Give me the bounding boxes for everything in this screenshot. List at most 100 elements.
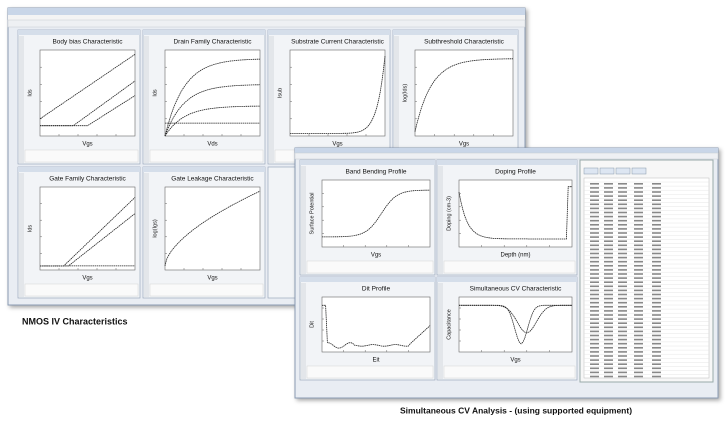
table-cell-text [604,273,613,275]
table-cell-text [590,183,599,185]
table-cell-text [618,195,627,197]
table-cell-text [634,306,643,308]
chart-title: Subthreshold Characteristic [424,39,505,46]
table-cell-text [634,215,643,218]
table-cell-text [604,330,613,333]
table-cell-text [652,318,661,320]
table-cell-text [634,318,643,320]
panel-title-bar [18,30,140,35]
table-cell-text [634,244,643,247]
table-cell-text [652,224,661,226]
table-cell-text [590,232,599,234]
toolbar [294,152,719,160]
plot-area [164,186,261,271]
panel-footer [443,365,576,379]
chart-title: Simultaneous CV Characteristic [470,286,563,293]
table-cell-text [618,363,627,365]
table-cell-text [604,260,613,263]
panel-title-bar [143,167,265,172]
table-cell-text [604,240,613,242]
table-cell-text [590,330,599,333]
table-cell-text [604,256,613,259]
table-cell-text [590,367,599,370]
table-cell-text [652,215,661,218]
panel-sidebar [144,36,149,163]
table-cell-text [604,301,613,304]
chart-panel: Simultaneous CV Characteristic Vgs Capacit… [436,276,578,381]
table-cell-text [652,289,661,292]
table-cell-text [634,330,643,333]
table-cell-text [618,199,627,201]
table-cell-text [590,199,599,201]
table-cell-text [652,195,661,197]
table-cell-text [618,322,627,324]
plot-area [39,186,136,271]
table-cell-text [618,281,627,283]
table-cell-text [618,187,627,189]
table-cell-text [634,240,643,242]
plot-area [458,296,573,353]
y-axis-label: Doping (cm-3) [446,196,452,231]
table-cell-text [652,375,661,378]
table-cell-text [604,293,613,296]
table-cell-text [634,359,643,361]
table-cell-text [634,301,643,304]
x-axis-label: Vgs [82,276,92,282]
curve [164,105,260,137]
chart-panel: Subthreshold Characteristic Vgs log(Ids) [392,29,519,165]
button[interactable] [615,167,631,175]
table-cell-text [634,256,643,259]
curve [322,189,431,238]
table-cell-text [618,236,627,238]
table-cell-text [618,371,627,374]
table-cell-text [590,347,599,349]
chart-panel: Dit Profile Eit Dit [299,276,436,381]
plot-area [289,49,386,137]
table-cell-text [634,236,643,238]
table-cell-text [604,355,613,357]
plot-area [321,296,431,353]
x-axis-label: Vgs [207,276,217,282]
caption: NMOS IV Characteristics [22,316,128,326]
table-cell-text [604,228,613,230]
table-cell-text [634,363,643,365]
table-cell-text [618,248,627,251]
x-axis-label: Vgs [510,358,520,364]
table-cell-text [652,265,661,267]
table-cell-text [652,314,661,316]
title-bar [295,148,718,153]
table-cell-text [604,367,613,370]
table-cell-text [652,371,661,374]
table-cell-text [590,334,599,337]
table-cell-text [634,322,643,324]
chart-title: Gate Leakage Characteristic [171,176,254,183]
table-cell-text [590,318,599,320]
table-cell-text [618,326,627,329]
table-cell-text [618,273,627,275]
y-axis-label: Ids [27,225,33,233]
chart-title: Body bias Characteristic [52,39,123,46]
table-cell-text [604,371,613,374]
button[interactable] [631,167,647,175]
table-cell-text [634,183,643,185]
table-cell-text [604,199,613,201]
chart-panel: Gate Family Characteristic Vgs Ids [17,166,141,299]
table-cell-text [590,314,599,316]
panel-footer [149,283,264,297]
x-axis-label: Eit [372,358,379,364]
button[interactable] [599,167,615,175]
x-axis-label: Vds [207,142,217,148]
table-cell-text [618,285,627,288]
table-cell-text [652,244,661,247]
table-cell-text [652,322,661,324]
table-cell-text [634,314,643,316]
table-cell-text [652,273,661,275]
plot-area [39,49,136,137]
table-cell-text [604,347,613,349]
table-cell-text [652,203,661,206]
button[interactable] [583,167,599,175]
table-cell-text [604,219,613,222]
table-cell-text [590,228,599,230]
table-cell-text [634,355,643,357]
plot-area [164,49,261,137]
